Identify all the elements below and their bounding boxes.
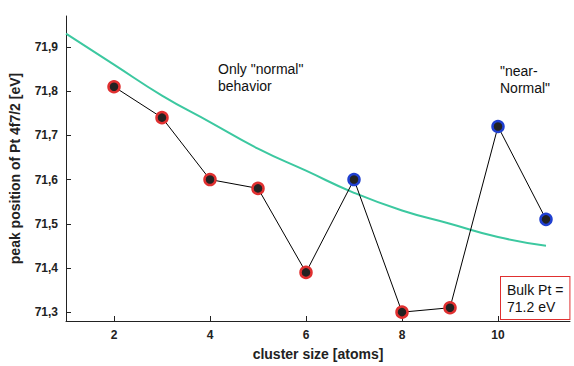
svg-text:Normal": Normal" (500, 80, 550, 96)
svg-text:8: 8 (399, 328, 406, 342)
svg-text:2: 2 (111, 328, 118, 342)
svg-text:"near-: "near- (500, 63, 538, 79)
svg-text:71,7: 71,7 (35, 128, 59, 142)
svg-text:71.2 eV: 71.2 eV (507, 299, 556, 315)
svg-text:4: 4 (207, 328, 214, 342)
svg-text:10: 10 (491, 328, 505, 342)
svg-text:71,3: 71,3 (35, 305, 59, 319)
svg-text:behavior: behavior (218, 78, 272, 94)
svg-text:71,9: 71,9 (35, 40, 59, 54)
svg-text:Only "normal": Only "normal" (218, 61, 303, 77)
svg-text:peak position of Pt 4f7/2 [eV]: peak position of Pt 4f7/2 [eV] (7, 73, 23, 264)
svg-text:6: 6 (303, 328, 310, 342)
svg-text:cluster size [atoms]: cluster size [atoms] (253, 346, 384, 362)
svg-text:71,5: 71,5 (35, 217, 59, 231)
svg-text:71,4: 71,4 (35, 261, 59, 275)
svg-text:71,8: 71,8 (35, 84, 59, 98)
svg-text:Bulk Pt =: Bulk Pt = (507, 282, 563, 298)
svg-text:71,6: 71,6 (35, 173, 59, 187)
